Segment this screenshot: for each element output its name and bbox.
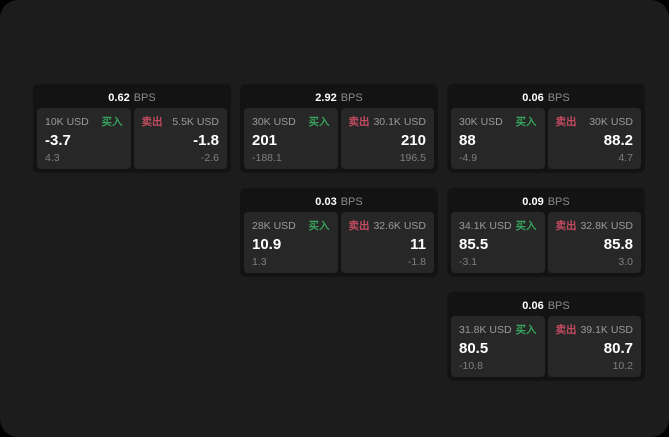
quote-card-6: 0.06 BPS 31.8K USD 买入 80.5 -10.8 卖出 39.1… [447, 292, 645, 381]
quote-tiles: 10K USD 买入 -3.7 4.3 卖出 5.5K USD -1.8 -2.… [37, 108, 227, 169]
quote-card-4: 0.03 BPS 28K USD 买入 10.9 1.3 卖出 32.6K US… [240, 188, 438, 277]
buy-size: 30K USD [459, 115, 503, 128]
bps-value: 2.92 [315, 92, 337, 104]
bps-unit: BPS [547, 92, 570, 104]
sell-tile[interactable]: 卖出 32.8K USD 85.8 3.0 [547, 212, 641, 273]
buy-size: 30K USD [252, 115, 296, 128]
sell-price: 210 [400, 132, 426, 149]
sell-label: 卖出 [348, 116, 370, 128]
bps-header: 0.09 BPS [451, 192, 641, 212]
sell-label: 卖出 [555, 220, 577, 232]
sell-tile[interactable]: 卖出 32.6K USD 11 -1.8 [340, 212, 434, 273]
bps-unit: BPS [547, 300, 570, 312]
buy-size: 34.1K USD [459, 219, 512, 232]
buy-price: 88 [459, 132, 476, 149]
sell-label: 卖出 [555, 324, 577, 336]
sell-size: 30.1K USD [373, 115, 426, 128]
buy-size: 28K USD [252, 219, 296, 232]
buy-price: -3.7 [45, 132, 71, 149]
buy-tile[interactable]: 30K USD 买入 201 -188.1 [244, 108, 338, 169]
quote-card-3: 0.06 BPS 30K USD 买入 88 -4.9 卖出 30K USD [447, 84, 645, 173]
bps-value: 0.06 [522, 300, 544, 312]
quote-tiles: 34.1K USD 买入 85.5 -3.1 卖出 32.8K USD 85.8… [451, 212, 641, 273]
quote-card-1: 0.62 BPS 10K USD 买入 -3.7 4.3 卖出 5.5K USD [33, 84, 231, 173]
buy-sub-value: 1.3 [252, 256, 267, 268]
buy-price: 80.5 [459, 340, 489, 357]
buy-tile[interactable]: 34.1K USD 买入 85.5 -3.1 [451, 212, 545, 273]
sell-sub-value: -2.6 [200, 152, 219, 164]
bps-value: 0.09 [522, 196, 544, 208]
bps-header: 0.06 BPS [451, 88, 641, 108]
sell-price: 11 [410, 236, 426, 253]
buy-label: 买入 [515, 116, 537, 128]
bps-unit: BPS [133, 92, 156, 104]
buy-label: 买入 [515, 220, 537, 232]
bps-value: 0.62 [108, 92, 130, 104]
sell-size: 39.1K USD [580, 323, 633, 336]
quote-tiles: 30K USD 买入 88 -4.9 卖出 30K USD 88.2 4.7 [451, 108, 641, 169]
sell-tile[interactable]: 卖出 5.5K USD -1.8 -2.6 [133, 108, 227, 169]
sell-tile[interactable]: 卖出 30K USD 88.2 4.7 [547, 108, 641, 169]
buy-price: 85.5 [459, 236, 489, 253]
bps-value: 0.06 [522, 92, 544, 104]
sell-tile[interactable]: 卖出 30.1K USD 210 196.5 [340, 108, 434, 169]
buy-label: 买入 [308, 116, 330, 128]
sell-label: 卖出 [348, 220, 370, 232]
sell-label: 卖出 [555, 116, 577, 128]
buy-sub-value: -4.9 [459, 152, 478, 164]
buy-tile[interactable]: 31.8K USD 买入 80.5 -10.8 [451, 316, 545, 377]
buy-sub-value: -10.8 [459, 360, 483, 372]
bps-header: 2.92 BPS [244, 88, 434, 108]
sell-sub-value: 10.2 [612, 360, 633, 372]
bps-value: 0.03 [315, 196, 337, 208]
bps-unit: BPS [547, 196, 570, 208]
quote-grid: 0.62 BPS 10K USD 买入 -3.7 4.3 卖出 5.5K USD [33, 84, 645, 381]
sell-sub-value: 196.5 [399, 152, 426, 164]
bps-unit: BPS [340, 196, 363, 208]
sell-sub-value: 4.7 [618, 152, 633, 164]
sell-sub-value: 3.0 [618, 256, 633, 268]
sell-price: -1.8 [193, 132, 219, 149]
bps-header: 0.03 BPS [244, 192, 434, 212]
buy-tile[interactable]: 10K USD 买入 -3.7 4.3 [37, 108, 131, 169]
bps-header: 0.06 BPS [451, 296, 641, 316]
buy-sub-value: 4.3 [45, 152, 60, 164]
buy-tile[interactable]: 30K USD 买入 88 -4.9 [451, 108, 545, 169]
buy-sub-value: -188.1 [252, 152, 282, 164]
buy-size: 10K USD [45, 115, 89, 128]
quote-tiles: 28K USD 买入 10.9 1.3 卖出 32.6K USD 11 -1.8 [244, 212, 434, 273]
sell-size: 32.8K USD [580, 219, 633, 232]
buy-price: 201 [252, 132, 278, 149]
quote-card-5: 0.09 BPS 34.1K USD 买入 85.5 -3.1 卖出 32.8K… [447, 188, 645, 277]
sell-size: 5.5K USD [172, 115, 219, 128]
buy-label: 买入 [515, 324, 537, 336]
sell-label: 卖出 [141, 116, 163, 128]
sell-sub-value: -1.8 [407, 256, 426, 268]
sell-price: 85.8 [603, 236, 633, 253]
buy-tile[interactable]: 28K USD 买入 10.9 1.3 [244, 212, 338, 273]
buy-sub-value: -3.1 [459, 256, 478, 268]
sell-tile[interactable]: 卖出 39.1K USD 80.7 10.2 [547, 316, 641, 377]
sell-size: 30K USD [589, 115, 633, 128]
bps-unit: BPS [340, 92, 363, 104]
buy-size: 31.8K USD [459, 323, 512, 336]
quote-tiles: 31.8K USD 买入 80.5 -10.8 卖出 39.1K USD 80.… [451, 316, 641, 377]
sell-price: 88.2 [603, 132, 633, 149]
quote-tiles: 30K USD 买入 201 -188.1 卖出 30.1K USD 210 1… [244, 108, 434, 169]
quote-card-2: 2.92 BPS 30K USD 买入 201 -188.1 卖出 30.1K … [240, 84, 438, 173]
buy-label: 买入 [308, 220, 330, 232]
bps-header: 0.62 BPS [37, 88, 227, 108]
sell-size: 32.6K USD [373, 219, 426, 232]
buy-price: 10.9 [252, 236, 282, 253]
sell-price: 80.7 [603, 340, 633, 357]
buy-label: 买入 [101, 116, 123, 128]
